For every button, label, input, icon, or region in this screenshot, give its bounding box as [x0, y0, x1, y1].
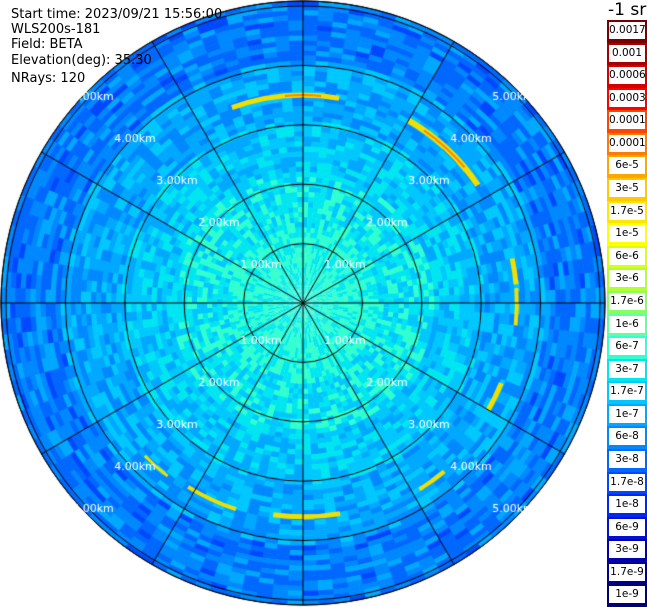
- colorbar-tick-label: 1e-8: [609, 496, 645, 514]
- elevation-label: Elevation(deg): 35.30: [11, 53, 152, 68]
- colorbar-tick-label: 6e-8: [609, 428, 645, 446]
- colorbar-tick-label: 0.00017: [609, 112, 645, 130]
- colorbar-tick-label: 0.0006: [609, 67, 645, 85]
- colorbar-tick-label: 1e-9: [609, 586, 645, 604]
- colorbar-tick-label: 0.0017: [609, 22, 645, 39]
- instrument-label: WLS200s-181: [11, 22, 101, 37]
- colorbar-tick-label: 3e-5: [609, 180, 645, 198]
- colorbar-tick-label: 3e-9: [609, 541, 645, 559]
- colorbar-tick-label: 3e-7: [609, 360, 645, 378]
- colorbar-tick-label: 1.7e-9: [609, 563, 645, 581]
- colorbar-tick-label: 0.0003: [609, 89, 645, 107]
- colorbar-legend: 0.0017 0.001 0.0006 0.0003 0.00017 0.0001 6e-5…: [607, 20, 647, 607]
- field-label: Field: BETA: [11, 37, 83, 52]
- colorbar-tick-label: 6e-7: [609, 338, 645, 356]
- colorbar-tick-label: 6e-6: [609, 247, 645, 265]
- colorbar-tick-label: 6e-9: [609, 518, 645, 536]
- colorbar-tick-label: 1.7e-5: [609, 202, 645, 220]
- colorbar-tick-label: 1e-7: [609, 405, 645, 423]
- colorbar-tick-label: 1e-5: [609, 225, 645, 243]
- colorbar-unit-label: -1 sr: [608, 0, 647, 20]
- colorbar-tick-label: 3e-8: [609, 450, 645, 468]
- colorbar-tick-label: 1.7e-8: [609, 473, 645, 491]
- colorbar-tick-label: 1e-6: [609, 315, 645, 333]
- start-time-label: Start time: 2023/09/21 15:56:00: [11, 7, 223, 22]
- nrays-label: NRays: 120: [11, 71, 86, 86]
- colorbar-tick-label: 6e-5: [609, 157, 645, 175]
- ppi-scan-canvas: [0, 0, 607, 607]
- colorbar-tick-label: 0.001: [609, 44, 645, 62]
- colorbar-tick-label: 3e-6: [609, 270, 645, 288]
- colorbar-tick-label: 1.7e-7: [609, 383, 645, 401]
- colorbar-tick-label: 0.0001: [609, 134, 645, 152]
- colorbar-tick-label: 1.7e-6: [609, 292, 645, 310]
